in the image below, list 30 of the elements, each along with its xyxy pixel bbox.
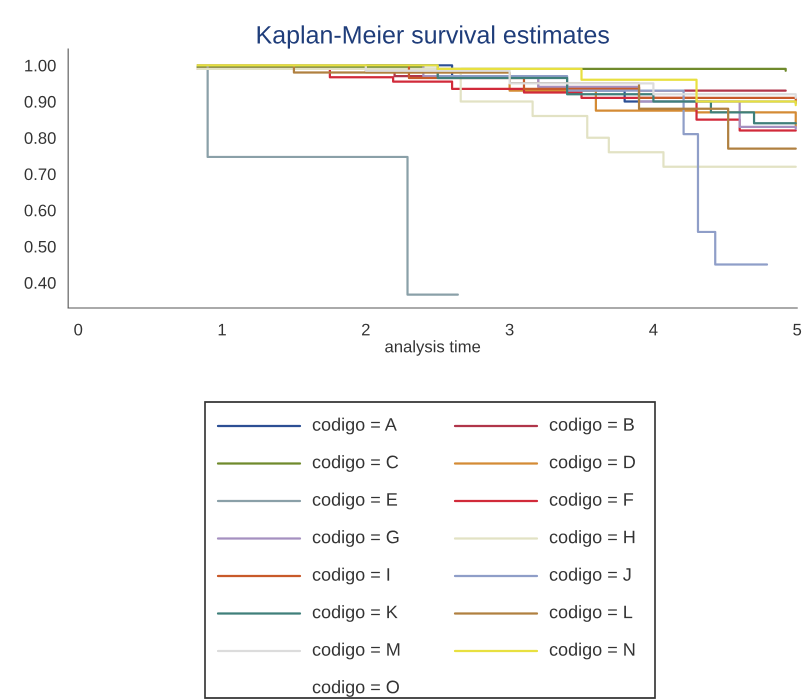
legend-label: codigo = G (312, 530, 398, 547)
legend-label: codigo = E (312, 492, 398, 510)
y-tick-label: 0.70 (24, 168, 56, 180)
legend-label: codigo = J (550, 568, 630, 584)
x-tick-label: 0 (74, 324, 82, 336)
legend-label: codigo = I (312, 568, 390, 584)
x-tick-label: 5 (793, 324, 802, 336)
y-tick-label: 0.50 (24, 240, 56, 253)
x-tick-label: 2 (362, 324, 370, 336)
text: codigo = O (312, 680, 399, 697)
y-tick-label: 0.60 (24, 204, 56, 216)
y-tick-label: 0.90 (24, 96, 56, 108)
y-tick-label: 1.00 (25, 60, 56, 72)
legend-label: codigo = H (550, 530, 634, 547)
legend-label: codigo = K (312, 605, 398, 622)
x-tick-label: 4 (649, 324, 658, 336)
x-tick-label: 1 (218, 324, 226, 336)
legend-label: codigo = B (550, 418, 634, 434)
chart-title: Kaplan-Meier survival estimates (258, 25, 609, 49)
x-tick-label: 3 (506, 324, 514, 336)
x-axis-title: analysis time (385, 340, 480, 356)
legend-label: codigo = F (550, 492, 634, 510)
legend-label: codigo = C (312, 455, 398, 472)
legend-label: codigo = A (312, 418, 397, 434)
y-tick-label: 0.80 (24, 132, 56, 144)
legend-label: codigo = D (550, 455, 635, 472)
legend-label: codigo = L (550, 605, 632, 622)
legend-label: codigo = N (550, 642, 634, 660)
y-tick-label: 0.40 (24, 277, 56, 289)
legend-label: codigo = M (312, 642, 400, 660)
